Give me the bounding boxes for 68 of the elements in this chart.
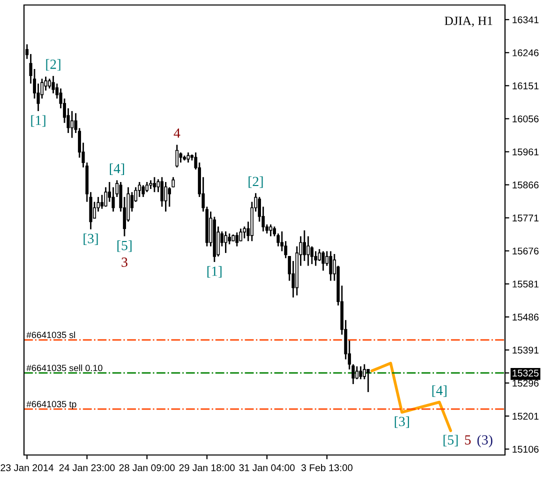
y-tick-label: 15296 <box>512 380 539 387</box>
candlestick <box>329 250 332 282</box>
candlestick <box>355 366 358 380</box>
annotation: [5] <box>444 434 458 446</box>
annotation: [3] <box>394 416 409 428</box>
candlestick <box>152 176 156 193</box>
candlestick <box>164 181 168 212</box>
candlestick <box>359 366 362 380</box>
y-tick-label: 15325 <box>512 370 539 377</box>
annotation: (3) <box>477 434 492 448</box>
candlestick <box>179 152 182 164</box>
x-tick-label: 29 Jan 18:00 <box>179 464 235 472</box>
x-tick-label: 24 Jan 23:00 <box>59 464 115 472</box>
annotation: [2] <box>46 59 60 71</box>
annotation: [2] <box>248 176 263 188</box>
ref-line-label: #6641035 sell 0.10 <box>26 364 102 372</box>
candlestick <box>186 152 190 164</box>
candlestick <box>269 224 272 237</box>
candlestick <box>302 230 306 262</box>
y-tick-label: 15201 <box>512 412 539 420</box>
candlestick <box>100 194 104 210</box>
annotation: 5 <box>465 435 471 445</box>
text: DJIA, H1 <box>444 16 492 27</box>
candlestick <box>175 144 179 168</box>
y-tick-label: 15486 <box>512 314 539 321</box>
x-tick-label: 31 Jan 04:00 <box>239 464 295 472</box>
candlestick <box>306 236 310 267</box>
y-tick-label: 15106 <box>512 446 539 453</box>
y-tick-label: 15771 <box>512 214 539 222</box>
annotation: [1] <box>31 115 46 127</box>
candlestick <box>160 176 164 208</box>
x-tick-label: 28 Jan 09:00 <box>119 464 175 472</box>
candlestick <box>228 232 231 245</box>
ref-line-label: #6641035 sl <box>26 331 75 338</box>
y-tick-label: 15961 <box>512 148 539 156</box>
y-tick-label: 15676 <box>512 248 539 254</box>
annotation: [4] <box>432 385 446 397</box>
annotation: 4 <box>174 128 180 138</box>
candlestick <box>52 75 55 94</box>
candlestick <box>138 181 142 198</box>
line-series <box>370 362 452 432</box>
candlestick <box>92 201 96 220</box>
candlestick <box>48 78 52 90</box>
y-tick-label: 16246 <box>512 49 539 56</box>
candlestick <box>142 184 145 198</box>
annotation: [3] <box>84 233 98 245</box>
y-tick-label: 16056 <box>512 115 539 122</box>
candlestick <box>322 250 325 272</box>
candlestick <box>318 248 321 262</box>
candlestick <box>366 368 370 393</box>
ref-line-label: #6641035 tp <box>26 400 76 410</box>
candlestick <box>70 110 74 139</box>
y-tick-label: 15866 <box>512 182 539 188</box>
annotation: [1] <box>207 266 222 278</box>
candlestick <box>314 250 318 267</box>
y-tick-label: 16341 <box>512 16 539 24</box>
annotation: [5] <box>117 240 132 252</box>
y-tick-label: 15391 <box>512 346 539 354</box>
x-tick-label: 23 Jan 2014 <box>0 464 54 472</box>
y-tick-label: 16151 <box>512 82 539 90</box>
candlestick <box>235 232 238 248</box>
y-tick-label: 15581 <box>512 280 539 288</box>
annotation: 3 <box>122 258 128 267</box>
candlestick <box>224 230 228 254</box>
candlestick <box>145 181 149 193</box>
candlestick <box>242 226 246 240</box>
annotation: [4] <box>110 164 124 176</box>
x-tick-label: 3 Feb 13:00 <box>301 464 352 472</box>
